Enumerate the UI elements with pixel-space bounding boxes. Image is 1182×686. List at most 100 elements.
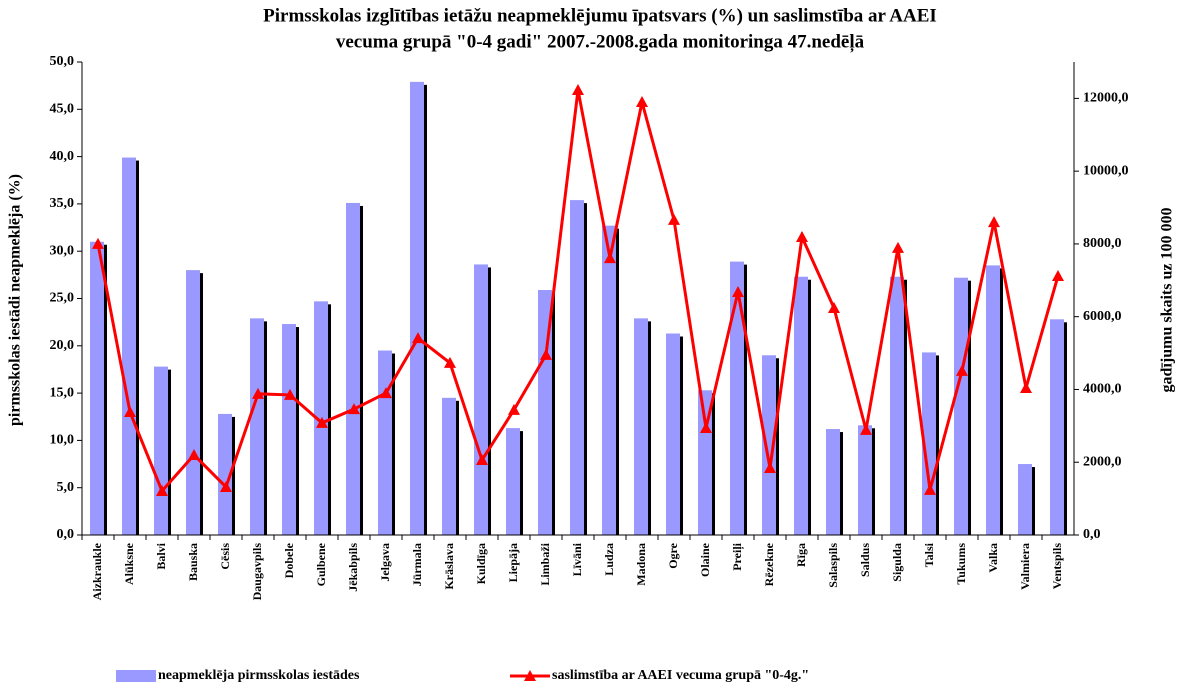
bar	[474, 264, 488, 535]
bar	[378, 350, 392, 535]
marker	[508, 403, 520, 415]
bar	[794, 276, 808, 535]
x-tick-label: Aizkraukle	[90, 542, 104, 600]
y-tick-label: 45,0	[50, 102, 75, 117]
y2-tick-label: 12000,0	[1083, 91, 1129, 106]
bar	[250, 318, 264, 535]
x-tick-label: Līvāni	[570, 542, 584, 576]
x-tick-label: Bauska	[186, 543, 200, 581]
y-tick-label: 40,0	[50, 149, 75, 164]
x-tick-label: Alūksne	[122, 542, 136, 585]
marker	[892, 241, 904, 253]
bar	[762, 355, 776, 535]
bar	[506, 428, 520, 535]
chart-title: vecuma grupā "0-4 gadi" 2007.-2008.gada …	[336, 31, 865, 52]
y-tick-label: 15,0	[50, 385, 75, 400]
y-tick-label: 35,0	[50, 196, 75, 211]
marker	[636, 96, 648, 108]
y-tick-label: 50,0	[50, 54, 75, 69]
marker	[796, 231, 808, 243]
bar	[410, 81, 424, 535]
bar	[314, 301, 328, 535]
x-tick-label: Krāslava	[442, 543, 456, 590]
legend-marker	[524, 670, 536, 681]
bar	[122, 157, 136, 535]
x-tick-label: Kuldīga	[474, 543, 488, 584]
marker	[156, 484, 168, 496]
x-tick-label: Ventspils	[1050, 543, 1064, 590]
x-tick-label: Gulbene	[314, 542, 328, 586]
y-tick-label: 30,0	[50, 243, 75, 258]
marker	[604, 252, 616, 264]
marker	[380, 387, 392, 399]
marker	[348, 403, 360, 415]
bar	[890, 276, 904, 535]
chart-title: Pirmsskolas izglītības ietāžu neapmeklēj…	[263, 5, 937, 26]
y-tick-label: 10,0	[50, 433, 75, 448]
x-tick-label: Jēkabpils	[346, 543, 360, 592]
bar	[730, 261, 744, 535]
bar	[90, 241, 104, 536]
legend-label: neapmeklēja pirmsskolas iestādes	[158, 668, 360, 683]
x-tick-label: Jūrmala	[410, 543, 424, 586]
bar	[218, 413, 232, 535]
marker	[444, 356, 456, 368]
bar	[666, 333, 680, 535]
y2-tick-label: 8000,0	[1083, 236, 1122, 251]
bar	[442, 397, 456, 535]
marker	[572, 84, 584, 96]
x-tick-label: Limbaži	[538, 542, 552, 585]
marker	[828, 301, 840, 313]
x-tick-label: Valka	[986, 543, 1000, 573]
marker	[284, 388, 296, 400]
bar	[698, 390, 712, 535]
x-tick-label: Valmiera	[1018, 543, 1032, 590]
y2-axis-title: gadījumu skaits uz 100 000	[1159, 208, 1176, 393]
marker	[1052, 269, 1064, 281]
x-tick-label: Sigulda	[890, 543, 904, 582]
x-tick-label: Ogre	[666, 542, 680, 568]
bar	[154, 366, 168, 535]
bar	[826, 429, 840, 535]
marker	[1020, 382, 1032, 394]
x-tick-label: Dobele	[282, 542, 296, 578]
bar	[538, 289, 552, 535]
marker	[188, 448, 200, 460]
bar	[282, 324, 296, 535]
bar	[986, 265, 1000, 535]
x-tick-label: Talsi	[922, 542, 936, 567]
marker	[540, 348, 552, 360]
marker	[700, 422, 712, 434]
y2-tick-label: 0,0	[1083, 527, 1101, 542]
x-tick-label: Balvi	[154, 542, 168, 569]
bar	[954, 277, 968, 535]
y2-tick-label: 10000,0	[1083, 163, 1129, 178]
y-tick-label: 0,0	[57, 527, 75, 542]
bar	[1018, 464, 1032, 535]
y-tick-label: 20,0	[50, 338, 75, 353]
marker	[92, 237, 104, 249]
y-tick-label: 25,0	[50, 291, 75, 306]
marker	[412, 332, 424, 344]
bar	[570, 200, 584, 535]
bar	[346, 202, 360, 536]
marker	[220, 480, 232, 492]
bar	[858, 425, 872, 535]
marker	[732, 285, 744, 297]
marker	[124, 406, 136, 418]
y2-tick-label: 6000,0	[1083, 309, 1122, 324]
marker	[476, 454, 488, 466]
x-tick-label: Ludza	[602, 543, 616, 576]
x-tick-label: Liepāja	[506, 543, 520, 582]
x-tick-label: Preiļi	[730, 542, 745, 570]
bar	[1050, 319, 1064, 535]
marker	[956, 364, 968, 376]
marker	[764, 462, 776, 474]
y2-tick-label: 2000,0	[1083, 454, 1122, 469]
x-tick-label: Cēsis	[218, 543, 232, 570]
x-tick-label: Madona	[634, 543, 648, 586]
x-tick-label: Saldus	[858, 543, 872, 577]
y-tick-label: 5,0	[57, 480, 75, 495]
marker	[252, 387, 264, 399]
